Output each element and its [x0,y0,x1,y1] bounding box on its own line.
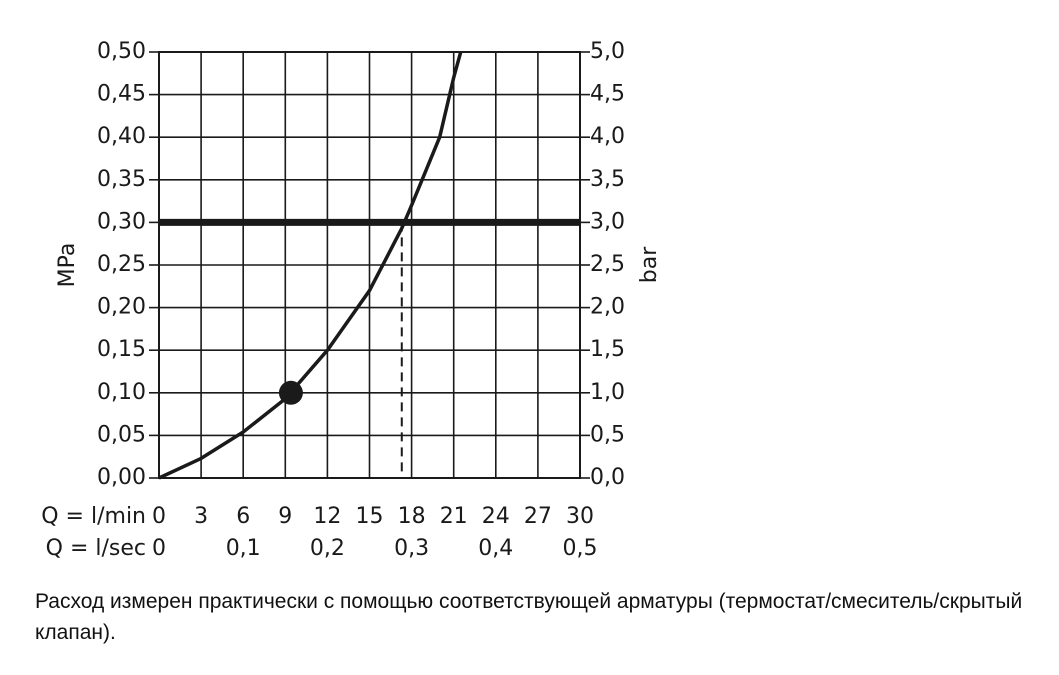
x-tick-label: 24 [482,504,510,529]
y2-tick-label: 1,5 [590,337,625,362]
x-tick-label: 3 [194,504,208,529]
x-tick-label: 18 [398,504,426,529]
x-tick-label: 21 [440,504,468,529]
x2-axis-label: Q = l/sec [46,536,146,561]
plot-frame [158,51,581,479]
y2-tick-label: 0,5 [590,422,625,447]
y-tick-label: 0,35 [97,167,146,192]
x-tick-label: 27 [524,504,552,529]
y-tick-label: 0,30 [97,209,146,234]
y-axis-label: MPa [55,243,80,288]
y2-axis-label: bar [637,246,662,283]
x2-tick-label: 0 [152,536,166,561]
x-tick-label: 30 [566,504,594,529]
x-tick-label: 9 [278,504,292,529]
y2-tick-label: 4,0 [590,124,625,149]
x-tick-label: 12 [313,504,341,529]
x2-tick-label: 0,3 [394,536,429,561]
y-tick-label: 0,15 [97,337,146,362]
x-axis-label: Q = l/min [41,504,146,529]
y-tick-label: 0,05 [97,422,146,447]
x2-tick-label: 0,4 [478,536,513,561]
x2-tick-label: 0,5 [563,536,598,561]
y2-tick-label: 3,0 [590,209,625,234]
y-tick-label: 0,00 [97,465,146,490]
y-tick-label: 0,50 [97,39,146,64]
marker [278,380,303,405]
y2-tick-label: 3,5 [590,167,625,192]
y2-tick-label: 5,0 [590,39,625,64]
chart: MPa bar Q = l/min Q = l/sec 0,000,050,10… [41,39,662,561]
y2-tick-label: 2,0 [590,295,625,320]
caption: Расход измерен практически с помощью соо… [35,590,1023,644]
y2-tick-label: 1,0 [590,380,625,405]
x-tick-label: 6 [236,504,250,529]
x-tick-label: 15 [356,504,384,529]
x-tick-label: 0 [152,504,166,529]
y-tick-label: 0,45 [97,82,146,107]
y-tick-label: 0,40 [97,124,146,149]
curve [158,51,463,480]
y-tick-label: 0,10 [97,380,146,405]
y2-tick-label: 2,5 [590,252,625,277]
x2-tick-label: 0,1 [226,536,261,561]
y-tick-label: 0,20 [97,295,146,320]
y2-tick-label: 0,0 [590,465,625,490]
y-tick-label: 0,25 [97,252,146,277]
y2-tick-label: 4,5 [590,82,625,107]
x2-tick-label: 0,2 [310,536,345,561]
